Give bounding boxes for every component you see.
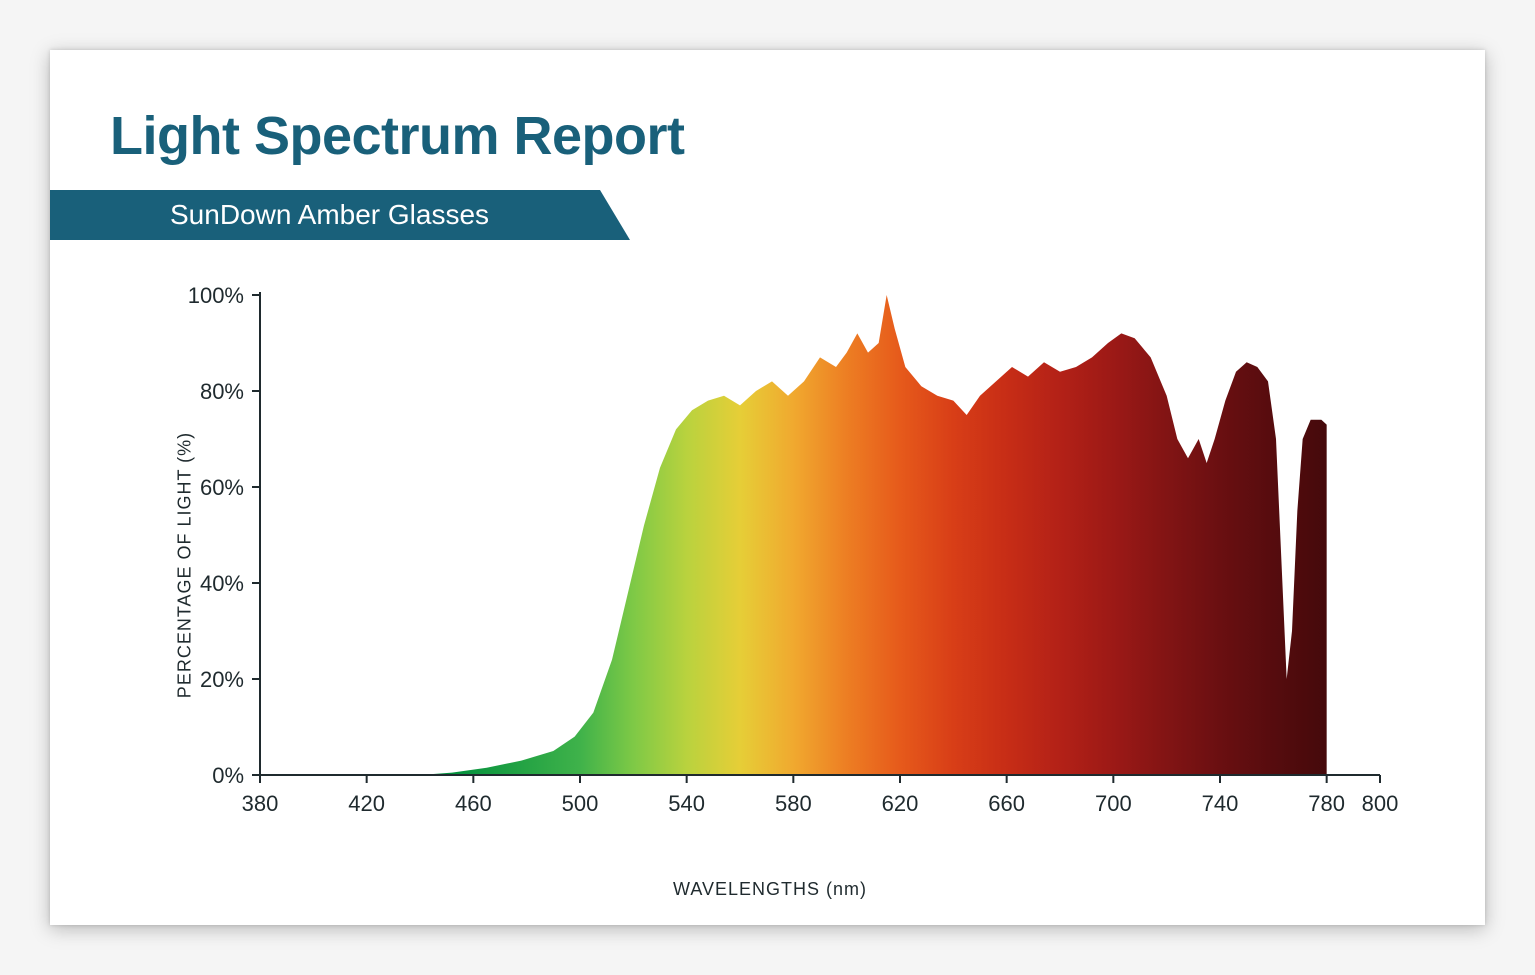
subtitle-text: SunDown Amber Glasses	[50, 199, 529, 231]
y-axis-label: PERCENTAGE OF LIGHT (%)	[175, 432, 196, 698]
x-tick-label: 420	[348, 791, 385, 816]
subtitle-slant	[600, 190, 630, 240]
x-tick-label: 620	[882, 791, 919, 816]
x-tick-label: 800	[1362, 791, 1399, 816]
x-tick-label: 540	[668, 791, 705, 816]
x-axis-label: WAVELENGTHS (nm)	[673, 879, 867, 900]
y-tick-label: 80%	[200, 379, 244, 404]
x-tick-label: 700	[1095, 791, 1132, 816]
report-card: Light Spectrum Report SunDown Amber Glas…	[50, 50, 1485, 925]
x-tick-label: 460	[455, 791, 492, 816]
spectrum-chart: PERCENTAGE OF LIGHT (%) 0% 20% 40% 60% 80% 10…	[130, 285, 1410, 845]
y-tick-label: 100%	[188, 285, 244, 308]
x-tick-label: 780	[1308, 791, 1345, 816]
spectrum-area	[260, 295, 1327, 775]
y-tick-label: 20%	[200, 667, 244, 692]
x-tick-label: 740	[1202, 791, 1239, 816]
x-tick-label: 500	[562, 791, 599, 816]
report-title: Light Spectrum Report	[110, 105, 685, 167]
x-tick-label: 580	[775, 791, 812, 816]
subtitle-band: SunDown Amber Glasses	[50, 190, 600, 240]
x-tick-label: 660	[988, 791, 1025, 816]
spectrum-chart-svg: 0% 20% 40% 60% 80% 100% 380 420 460 500 540 580 620 6…	[130, 285, 1410, 845]
y-tick-label: 60%	[200, 475, 244, 500]
y-tick-label: 40%	[200, 571, 244, 596]
x-tick-label: 380	[242, 791, 279, 816]
y-tick-label: 0%	[212, 763, 244, 788]
